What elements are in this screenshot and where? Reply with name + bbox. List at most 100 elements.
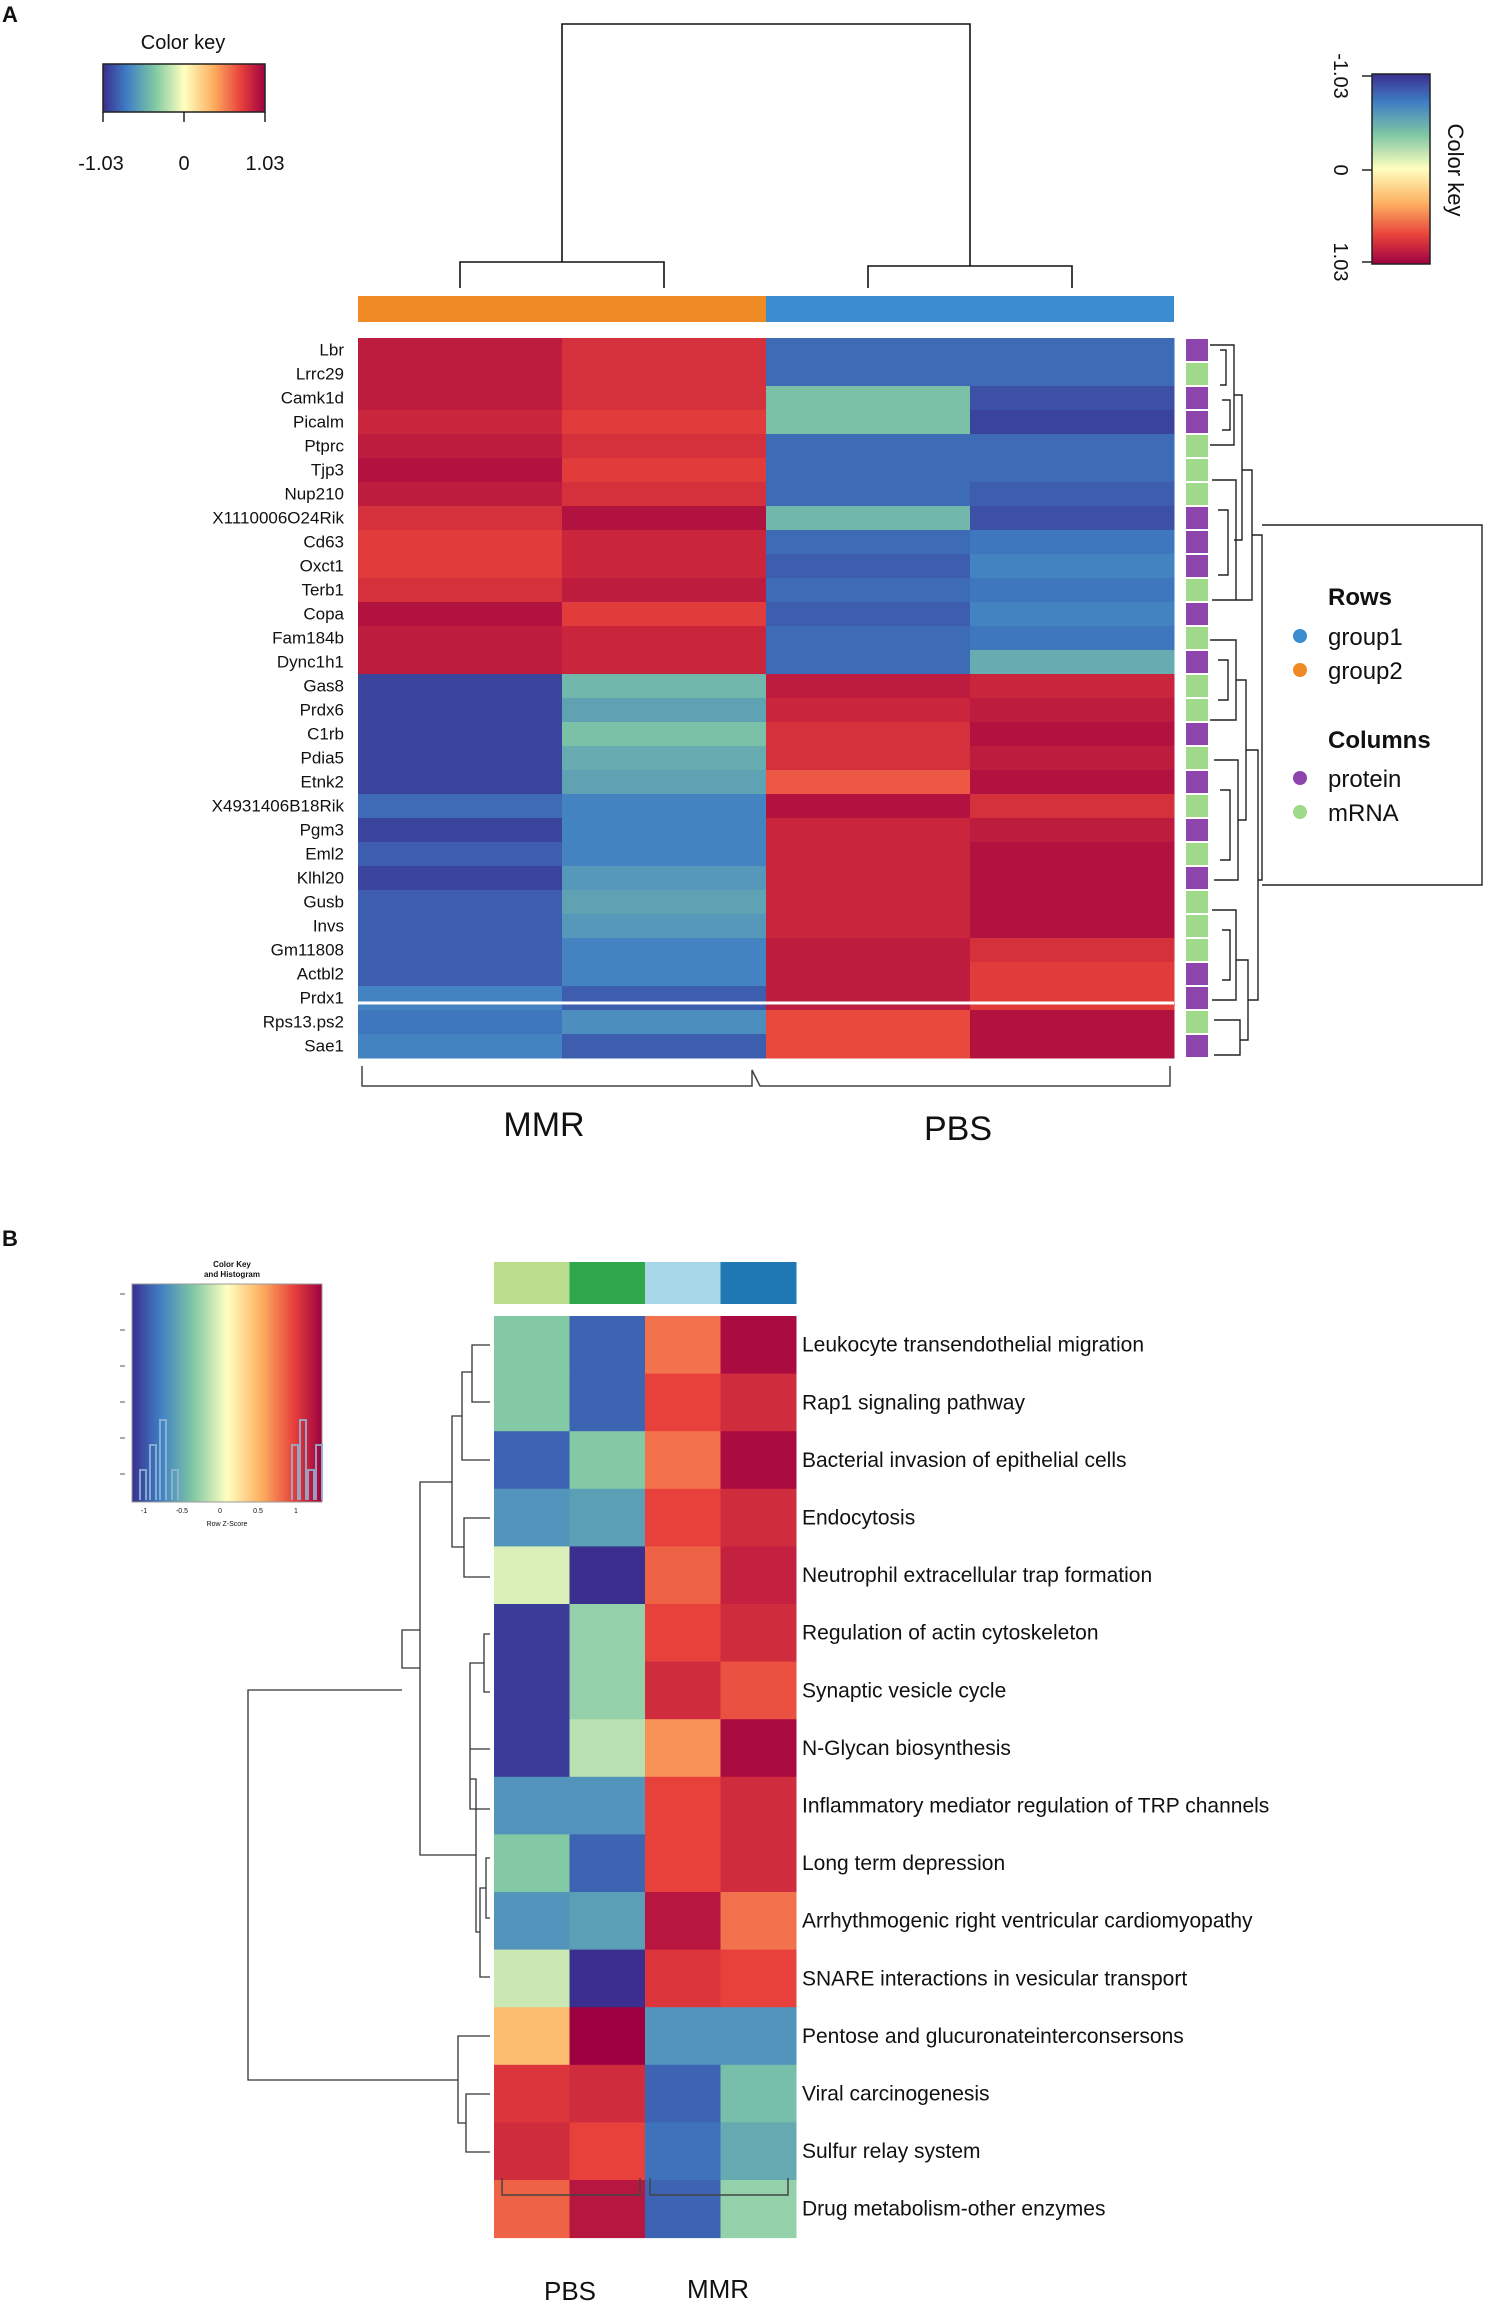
panel-a: Color key -1.03 0 1.03 -1.03 0 1.03 Colo… bbox=[78, 23, 1483, 1148]
heatmap-a-cell bbox=[970, 962, 1175, 987]
heatmap-b-cell bbox=[645, 2007, 721, 2066]
heatmap-b-cell bbox=[569, 1604, 646, 1663]
row-label-a: Eml2 bbox=[305, 844, 344, 863]
heatmap-b-cell bbox=[645, 1604, 721, 1663]
row-label-b: Arrhythmogenic right ventricular cardiom… bbox=[802, 1910, 1253, 1933]
heatmap-a-cell bbox=[562, 770, 767, 795]
heatmap-a-cell bbox=[970, 1034, 1175, 1059]
heatmap-a-cell bbox=[358, 914, 563, 939]
heatmap-a-cell bbox=[562, 602, 767, 627]
heatmap-a-cell bbox=[970, 986, 1175, 1011]
row-annotation-a bbox=[1186, 339, 1208, 1057]
heatmap-a-cell bbox=[562, 530, 767, 555]
heatmap-b-cell bbox=[720, 1316, 797, 1375]
color-key-a-tick-min: -1.03 bbox=[78, 153, 124, 175]
heatmap-a-cell bbox=[358, 842, 563, 867]
row-annotation-cell bbox=[1186, 507, 1208, 529]
heatmap-a-cell bbox=[562, 554, 767, 579]
heatmap-b-cell bbox=[569, 1892, 646, 1951]
heatmap-a-cell bbox=[970, 650, 1175, 675]
heatmap-b-cell bbox=[645, 1488, 721, 1547]
row-annotation-cell bbox=[1186, 627, 1208, 649]
row-label-a: X4931406B18Rik bbox=[212, 796, 345, 815]
heatmap-a-cell bbox=[562, 410, 767, 435]
heatmap-a-cell bbox=[562, 698, 767, 723]
heatmap-a-cell bbox=[562, 1010, 767, 1035]
heatmap-a-cell bbox=[766, 626, 971, 651]
row-dendrogram-a bbox=[1210, 344, 1483, 1056]
color-key-b-title: Color Key bbox=[213, 1260, 251, 1269]
heatmap-b-cell bbox=[569, 2007, 646, 2066]
heatmap-b-cell bbox=[645, 1661, 721, 1720]
heatmap-a-cell bbox=[766, 434, 971, 459]
row-label-a: Picalm bbox=[293, 412, 344, 431]
row-annotation-cell bbox=[1186, 459, 1208, 481]
row-label-a: Lrrc29 bbox=[296, 364, 344, 383]
heatmap-a-cell bbox=[358, 626, 563, 651]
heatmap-a-cell bbox=[970, 674, 1175, 699]
heatmap-a-cell bbox=[562, 962, 767, 987]
heatmap-a-cell bbox=[562, 506, 767, 531]
legend-a-mrna-swatch bbox=[1293, 805, 1307, 819]
heatmap-a-cell bbox=[358, 818, 563, 843]
heatmap-a-cell bbox=[562, 746, 767, 771]
heatmap-a-cell bbox=[562, 890, 767, 915]
heatmap-b-cell bbox=[645, 1431, 721, 1490]
row-annotation-cell bbox=[1186, 699, 1208, 721]
heatmap-a-cell bbox=[970, 530, 1175, 555]
heatmap-b-cell bbox=[645, 1373, 721, 1432]
heatmap-b-cell bbox=[494, 2180, 570, 2239]
panel-label-b: B bbox=[2, 1226, 18, 1251]
heatmap-a-cell bbox=[766, 554, 971, 579]
heatmap-a-cell bbox=[562, 1034, 767, 1059]
row-label-b: Rap1 signaling pathway bbox=[802, 1391, 1025, 1414]
column-color-bar-b bbox=[494, 1262, 797, 1304]
column-group-bar-mmr bbox=[358, 296, 766, 322]
row-label-a: Pdia5 bbox=[301, 748, 344, 767]
heatmap-b-cell bbox=[720, 1661, 797, 1720]
legend-a-columns-title: Columns bbox=[1328, 727, 1431, 754]
heatmap-a-cell bbox=[970, 410, 1175, 435]
heatmap-a-cell bbox=[562, 674, 767, 699]
row-annotation-cell bbox=[1186, 867, 1208, 889]
row-annotation-cell bbox=[1186, 891, 1208, 913]
row-annotation-cell bbox=[1186, 387, 1208, 409]
color-key-b-bar bbox=[131, 1283, 323, 1503]
row-label-a: X1110006O24Rik bbox=[212, 508, 344, 527]
histogram-bar bbox=[291, 1444, 299, 1500]
heatmap-a-cell bbox=[562, 842, 767, 867]
heatmap-a-cell bbox=[358, 650, 563, 675]
color-key-b-tick: 0.5 bbox=[253, 1508, 263, 1515]
x-label-a-mmr: MMR bbox=[503, 1106, 584, 1144]
color-key-a-right-tick-mid: 0 bbox=[1329, 164, 1351, 175]
row-annotation-cell bbox=[1186, 555, 1208, 577]
heatmap-b-cell bbox=[569, 2180, 646, 2239]
heatmap-b-cell bbox=[494, 2064, 570, 2123]
heatmap-a-cell bbox=[358, 1010, 563, 1035]
color-key-a-right-tick-max: 1.03 bbox=[1329, 243, 1351, 282]
row-annotation-cell bbox=[1186, 411, 1208, 433]
x-brackets-a bbox=[361, 1066, 1171, 1087]
row-label-b: Neutrophil extracellular trap formation bbox=[802, 1564, 1152, 1587]
heatmap-a-cell bbox=[970, 866, 1175, 891]
color-key-a: Color key -1.03 0 1.03 bbox=[78, 32, 284, 175]
heatmap-a-cell bbox=[970, 770, 1175, 795]
heatmap-a-cell bbox=[970, 794, 1175, 819]
row-label-a: Terb1 bbox=[301, 580, 344, 599]
row-label-a: C1rb bbox=[307, 724, 344, 743]
heatmap-b-cell bbox=[569, 1488, 646, 1547]
row-label-b: Long term depression bbox=[802, 1852, 1005, 1875]
heatmap-a-cell bbox=[970, 722, 1175, 747]
heatmap-a-cell bbox=[562, 434, 767, 459]
heatmap-a-cell bbox=[970, 890, 1175, 915]
color-key-b-tick: -0.5 bbox=[176, 1508, 188, 1515]
color-key-b-tick: 0 bbox=[218, 1508, 222, 1515]
row-label-b: Sulfur relay system bbox=[802, 2140, 981, 2163]
column-dendrogram-a bbox=[459, 23, 1073, 288]
row-annotation-cell bbox=[1186, 603, 1208, 625]
heatmap-a-cell bbox=[358, 986, 563, 1011]
legend-a: Rows group1 group2 Columns protein mRNA bbox=[1293, 584, 1431, 827]
heatmap-a-cell bbox=[358, 770, 563, 795]
heatmap-b-cell bbox=[494, 1892, 570, 1951]
heatmap-b-cell bbox=[720, 1546, 797, 1605]
